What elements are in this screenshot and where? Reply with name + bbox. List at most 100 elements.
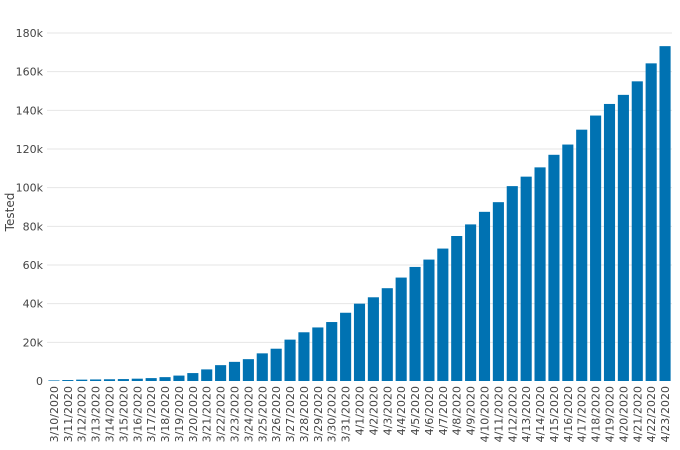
x-tick-label: 3/28/2020 — [298, 386, 311, 442]
x-tick-label: 3/31/2020 — [340, 386, 353, 442]
y-tick-label: 140k — [16, 104, 44, 117]
y-tick-label: 20k — [23, 336, 44, 349]
bar — [159, 377, 171, 381]
x-tick-label: 3/23/2020 — [229, 386, 242, 442]
bar — [284, 339, 296, 381]
x-tick-label: 4/14/2020 — [534, 386, 547, 442]
bar — [256, 353, 268, 381]
y-axis-ticks: 0 20k 40k 60k 80k 100k 120k 140k 160k 180k — [16, 27, 44, 388]
x-tick-label: 4/19/2020 — [604, 386, 617, 442]
x-tick-label: 3/10/2020 — [48, 386, 61, 442]
bar — [645, 63, 657, 381]
x-tick-label: 3/15/2020 — [117, 386, 130, 442]
y-axis-label: Tested — [3, 193, 17, 233]
x-tick-label: 4/4/2020 — [395, 386, 408, 435]
bar — [228, 361, 241, 381]
bar — [381, 288, 393, 381]
bar — [437, 248, 449, 381]
gridlines — [47, 32, 672, 343]
x-tick-label: 3/26/2020 — [270, 386, 283, 442]
x-tick-label: 4/9/2020 — [465, 386, 478, 435]
x-tick-label: 3/27/2020 — [284, 386, 297, 442]
y-tick-label: 100k — [16, 182, 44, 195]
x-tick-label: 4/3/2020 — [381, 386, 394, 435]
y-tick-label: 60k — [23, 259, 44, 272]
x-tick-label: 4/12/2020 — [506, 386, 519, 442]
bar — [48, 380, 60, 381]
bar — [659, 46, 671, 381]
x-tick-label: 4/16/2020 — [562, 386, 575, 442]
x-tick-label: 3/25/2020 — [256, 386, 269, 442]
x-tick-label: 4/11/2020 — [492, 386, 505, 442]
x-tick-label: 4/5/2020 — [409, 386, 422, 435]
x-tick-label: 4/6/2020 — [423, 386, 436, 435]
x-tick-label: 4/20/2020 — [617, 386, 630, 442]
x-tick-label: 3/18/2020 — [159, 386, 172, 442]
bar — [617, 94, 629, 381]
x-tick-label: 3/19/2020 — [173, 386, 186, 442]
x-tick-label: 3/20/2020 — [187, 386, 200, 442]
x-tick-label: 4/23/2020 — [659, 386, 672, 442]
bar — [62, 380, 74, 381]
x-tick-label: 4/10/2020 — [479, 386, 492, 442]
x-tick-label: 3/14/2020 — [104, 386, 117, 442]
bar — [187, 373, 199, 381]
y-tick-label: 160k — [16, 66, 44, 79]
bar — [145, 378, 157, 381]
x-tick-label: 4/8/2020 — [451, 386, 464, 435]
bar — [298, 332, 310, 381]
x-tick-label: 4/18/2020 — [590, 386, 603, 442]
bar — [548, 154, 560, 381]
x-tick-label: 4/2/2020 — [367, 386, 380, 435]
x-tick-label: 3/17/2020 — [145, 386, 158, 442]
bar — [534, 167, 546, 381]
y-tick-label: 180k — [16, 27, 44, 40]
x-tick-label: 4/21/2020 — [631, 386, 644, 442]
bar — [520, 176, 532, 381]
x-axis-ticks: 3/10/2020 3/11/2020 3/12/2020 3/13/2020 3/14… — [48, 386, 672, 442]
bar — [201, 369, 213, 381]
bar — [562, 144, 574, 381]
x-tick-label: 3/22/2020 — [215, 386, 228, 442]
x-tick-label: 4/13/2020 — [520, 386, 533, 442]
bar — [576, 129, 588, 381]
x-tick-label: 3/30/2020 — [326, 386, 339, 442]
bar — [131, 378, 143, 381]
bar — [367, 297, 379, 381]
bar — [270, 348, 282, 381]
bar — [242, 359, 254, 381]
x-tick-label: 4/22/2020 — [645, 386, 658, 442]
bar — [90, 379, 102, 381]
bar — [631, 81, 643, 381]
y-tick-label: 40k — [23, 298, 44, 311]
bars — [48, 46, 671, 381]
y-tick-label: 0 — [36, 375, 43, 388]
x-tick-label: 3/21/2020 — [201, 386, 214, 442]
bar — [465, 224, 477, 381]
bar — [590, 115, 602, 381]
y-tick-label: 80k — [23, 220, 44, 233]
bar — [423, 259, 435, 381]
x-tick-label: 4/17/2020 — [576, 386, 589, 442]
bar — [312, 327, 324, 381]
bar — [173, 375, 185, 381]
x-tick-label: 3/12/2020 — [76, 386, 89, 442]
bar — [117, 379, 129, 381]
bar — [478, 211, 491, 381]
x-tick-label: 4/7/2020 — [437, 386, 450, 435]
x-tick-label: 3/29/2020 — [312, 386, 325, 442]
bar — [340, 312, 352, 381]
x-tick-label: 3/13/2020 — [90, 386, 103, 442]
bar — [215, 365, 227, 381]
bar — [506, 186, 518, 381]
bar — [603, 103, 616, 381]
bar — [409, 266, 421, 381]
x-tick-label: 4/1/2020 — [354, 386, 367, 435]
y-tick-label: 120k — [16, 143, 44, 156]
bar — [76, 379, 88, 381]
bar — [326, 322, 338, 381]
x-tick-label: 3/11/2020 — [62, 386, 75, 442]
bar — [103, 379, 116, 381]
x-tick-label: 3/16/2020 — [131, 386, 144, 442]
